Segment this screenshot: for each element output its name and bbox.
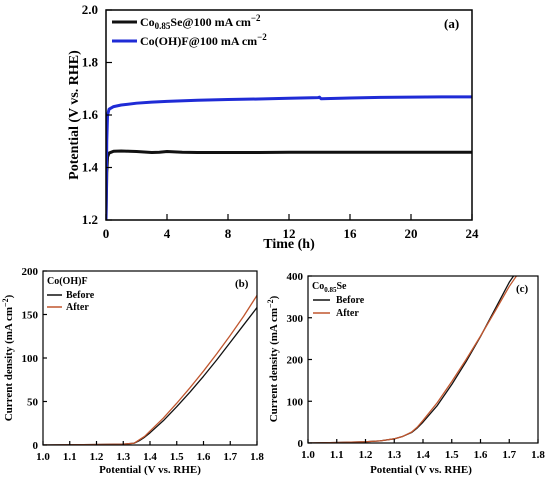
panel-a-label: (a): [444, 16, 459, 31]
panel-b-x-axis-title: Potential (V vs. RHE): [99, 464, 201, 476]
panel-b-x-tick-label: 1.0: [36, 451, 50, 463]
panel-b-x-tick-label: 1.2: [90, 451, 104, 463]
panel-a-series-layer: [106, 95, 472, 220]
panel-c-x-tick-label: 1.5: [445, 449, 459, 461]
panel-c-x-tick-label: 1.6: [474, 449, 488, 461]
panel-a-x-tick-label: 24: [466, 226, 480, 241]
legend-a-text-1-sub: 0.85: [155, 21, 171, 31]
panel-a-x-tick-label: 16: [344, 226, 358, 241]
panel-c-y-axis-title-sup: −2: [266, 299, 275, 308]
panel-c-legend: Before After: [313, 295, 365, 319]
panel-c-sample-label: Co0.85Se: [312, 281, 347, 294]
legend-a-text-2-sup: −2: [257, 32, 267, 42]
panel-a-legend: Co0.85Se@100 mA cm−2 Co(OH)F@100 mA cm−2: [112, 13, 267, 48]
panel-c-x-tick-label: 1.1: [330, 449, 344, 461]
panel-a-x-tick-label: 4: [164, 226, 171, 241]
panel-b-y-tick-label: 50: [27, 397, 39, 409]
panel-a: 0 4 8 12 16 20 24 1.2 1.4 1.6 1.8 2.0 Time (h) Pot…: [67, 2, 479, 252]
panel-b-y-tick-label: 100: [22, 353, 39, 365]
panel-b-x-tick-label: 1.1: [63, 451, 77, 463]
panel-c-x-tick-label: 1.2: [359, 449, 373, 461]
panel-b-legend: Before After: [47, 290, 95, 313]
legend-c-text-2: After: [336, 308, 359, 319]
panel-b-label: (b): [235, 278, 249, 290]
panel-a-y-tick-label: 1.6: [82, 107, 99, 122]
panel-a-y-axis-title: Potential (V vs. RHE): [67, 50, 82, 180]
panel-b-y-tick-label: 150: [22, 310, 39, 322]
panel-a-y-tick-label: 2.0: [82, 2, 98, 17]
legend-a-text-1: Co0.85Se@100 mA cm−2: [140, 13, 261, 31]
panel-c-x-tick-label: 1.3: [387, 449, 401, 461]
panel-c-x-tick-label: 1.0: [301, 449, 315, 461]
panel-b-y-axis-title-sup: −2: [1, 298, 10, 307]
panel-c-x-axis-title: Potential (V vs. RHE): [370, 464, 472, 476]
panel-c-label: (c): [516, 283, 529, 295]
panel-a-x-ticks: 0 4 8 12 16 20 24: [103, 214, 479, 241]
panel-b-x-tick-label: 1.4: [143, 451, 157, 463]
panel-c-x-tick-label: 1.4: [416, 449, 430, 461]
panel-b-series-2-line: [43, 295, 257, 445]
panel-c-y-tick-label: 400: [287, 271, 304, 283]
panel-a-y-tick-label: 1.4: [82, 160, 99, 175]
panel-b-x-tick-label: 1.5: [170, 451, 184, 463]
panel-c-sample-sub: 0.85: [324, 286, 337, 294]
panel-b-x-ticks: 1.0 1.1 1.2 1.3 1.4 1.5 1.6 1.7 1.8: [36, 441, 264, 463]
panel-a-x-axis-title: Time (h): [263, 237, 315, 252]
panel-c-x-tick-label: 1.8: [531, 449, 545, 461]
panel-a-x-tick-label: 0: [103, 226, 110, 241]
legend-a-text-1-sup: −2: [251, 13, 261, 23]
panel-b-series-layer: [43, 295, 257, 445]
panel-b-y-axis-title: Current density (mA cm−2): [1, 294, 15, 421]
panel-b-y-tick-label: 0: [33, 440, 39, 452]
panel-c-y-tick-label: 100: [287, 396, 304, 408]
panel-b-x-tick-label: 1.7: [223, 451, 237, 463]
panel-c-x-tick-label: 1.7: [502, 449, 516, 461]
panel-b-x-tick-label: 1.6: [197, 451, 211, 463]
panel-a-x-tick-label: 12: [283, 226, 296, 241]
panel-a-x-tick-label: 20: [405, 226, 418, 241]
legend-c-text-1: Before: [336, 295, 365, 306]
panel-b-sample-label: Co(OH)F: [47, 276, 88, 287]
panel-a-y-tick-label: 1.8: [82, 55, 99, 70]
panel-a-y-ticks: 1.2 1.4 1.6 1.8 2.0: [82, 2, 112, 227]
panel-c-series-layer: [308, 276, 518, 443]
panel-b-x-tick-label: 1.3: [116, 451, 130, 463]
panel-a-y-tick-label: 1.2: [82, 212, 98, 227]
panel-c-y-ticks: 0 100 200 300 400: [287, 271, 312, 450]
legend-b-text-2: After: [66, 302, 89, 313]
panel-c-x-ticks: 1.0 1.1 1.2 1.3 1.4 1.5 1.6 1.7 1.8: [301, 439, 545, 461]
panel-c-y-tick-label: 0: [298, 438, 304, 450]
panel-c-y-tick-label: 300: [287, 313, 304, 325]
panel-b-y-ticks: 0 50 100 150 200: [22, 266, 47, 452]
panel-a-series-1-line: [106, 149, 472, 220]
panel-c-y-axis-title: Current density (mA cm−2): [266, 295, 280, 422]
panel-b-series-1-line: [43, 307, 257, 445]
panel-a-x-tick-label: 8: [225, 226, 232, 241]
legend-a-text-2: Co(OH)F@100 mA cm−2: [140, 32, 267, 48]
legend-b-text-1: Before: [66, 290, 95, 301]
panel-b: 1.0 1.1 1.2 1.3 1.4 1.5 1.6 1.7 1.8 0 50 100 150 200…: [1, 266, 264, 476]
panel-c-series-2-line: [308, 276, 518, 443]
panel-c: 1.0 1.1 1.2 1.3 1.4 1.5 1.6 1.7 1.8 0 100 200 300 40…: [266, 271, 545, 476]
panel-b-x-tick-label: 1.8: [250, 451, 264, 463]
panel-c-y-tick-label: 200: [287, 355, 304, 367]
panel-b-y-tick-label: 200: [22, 266, 39, 278]
panel-a-series-2-line: [106, 95, 472, 220]
